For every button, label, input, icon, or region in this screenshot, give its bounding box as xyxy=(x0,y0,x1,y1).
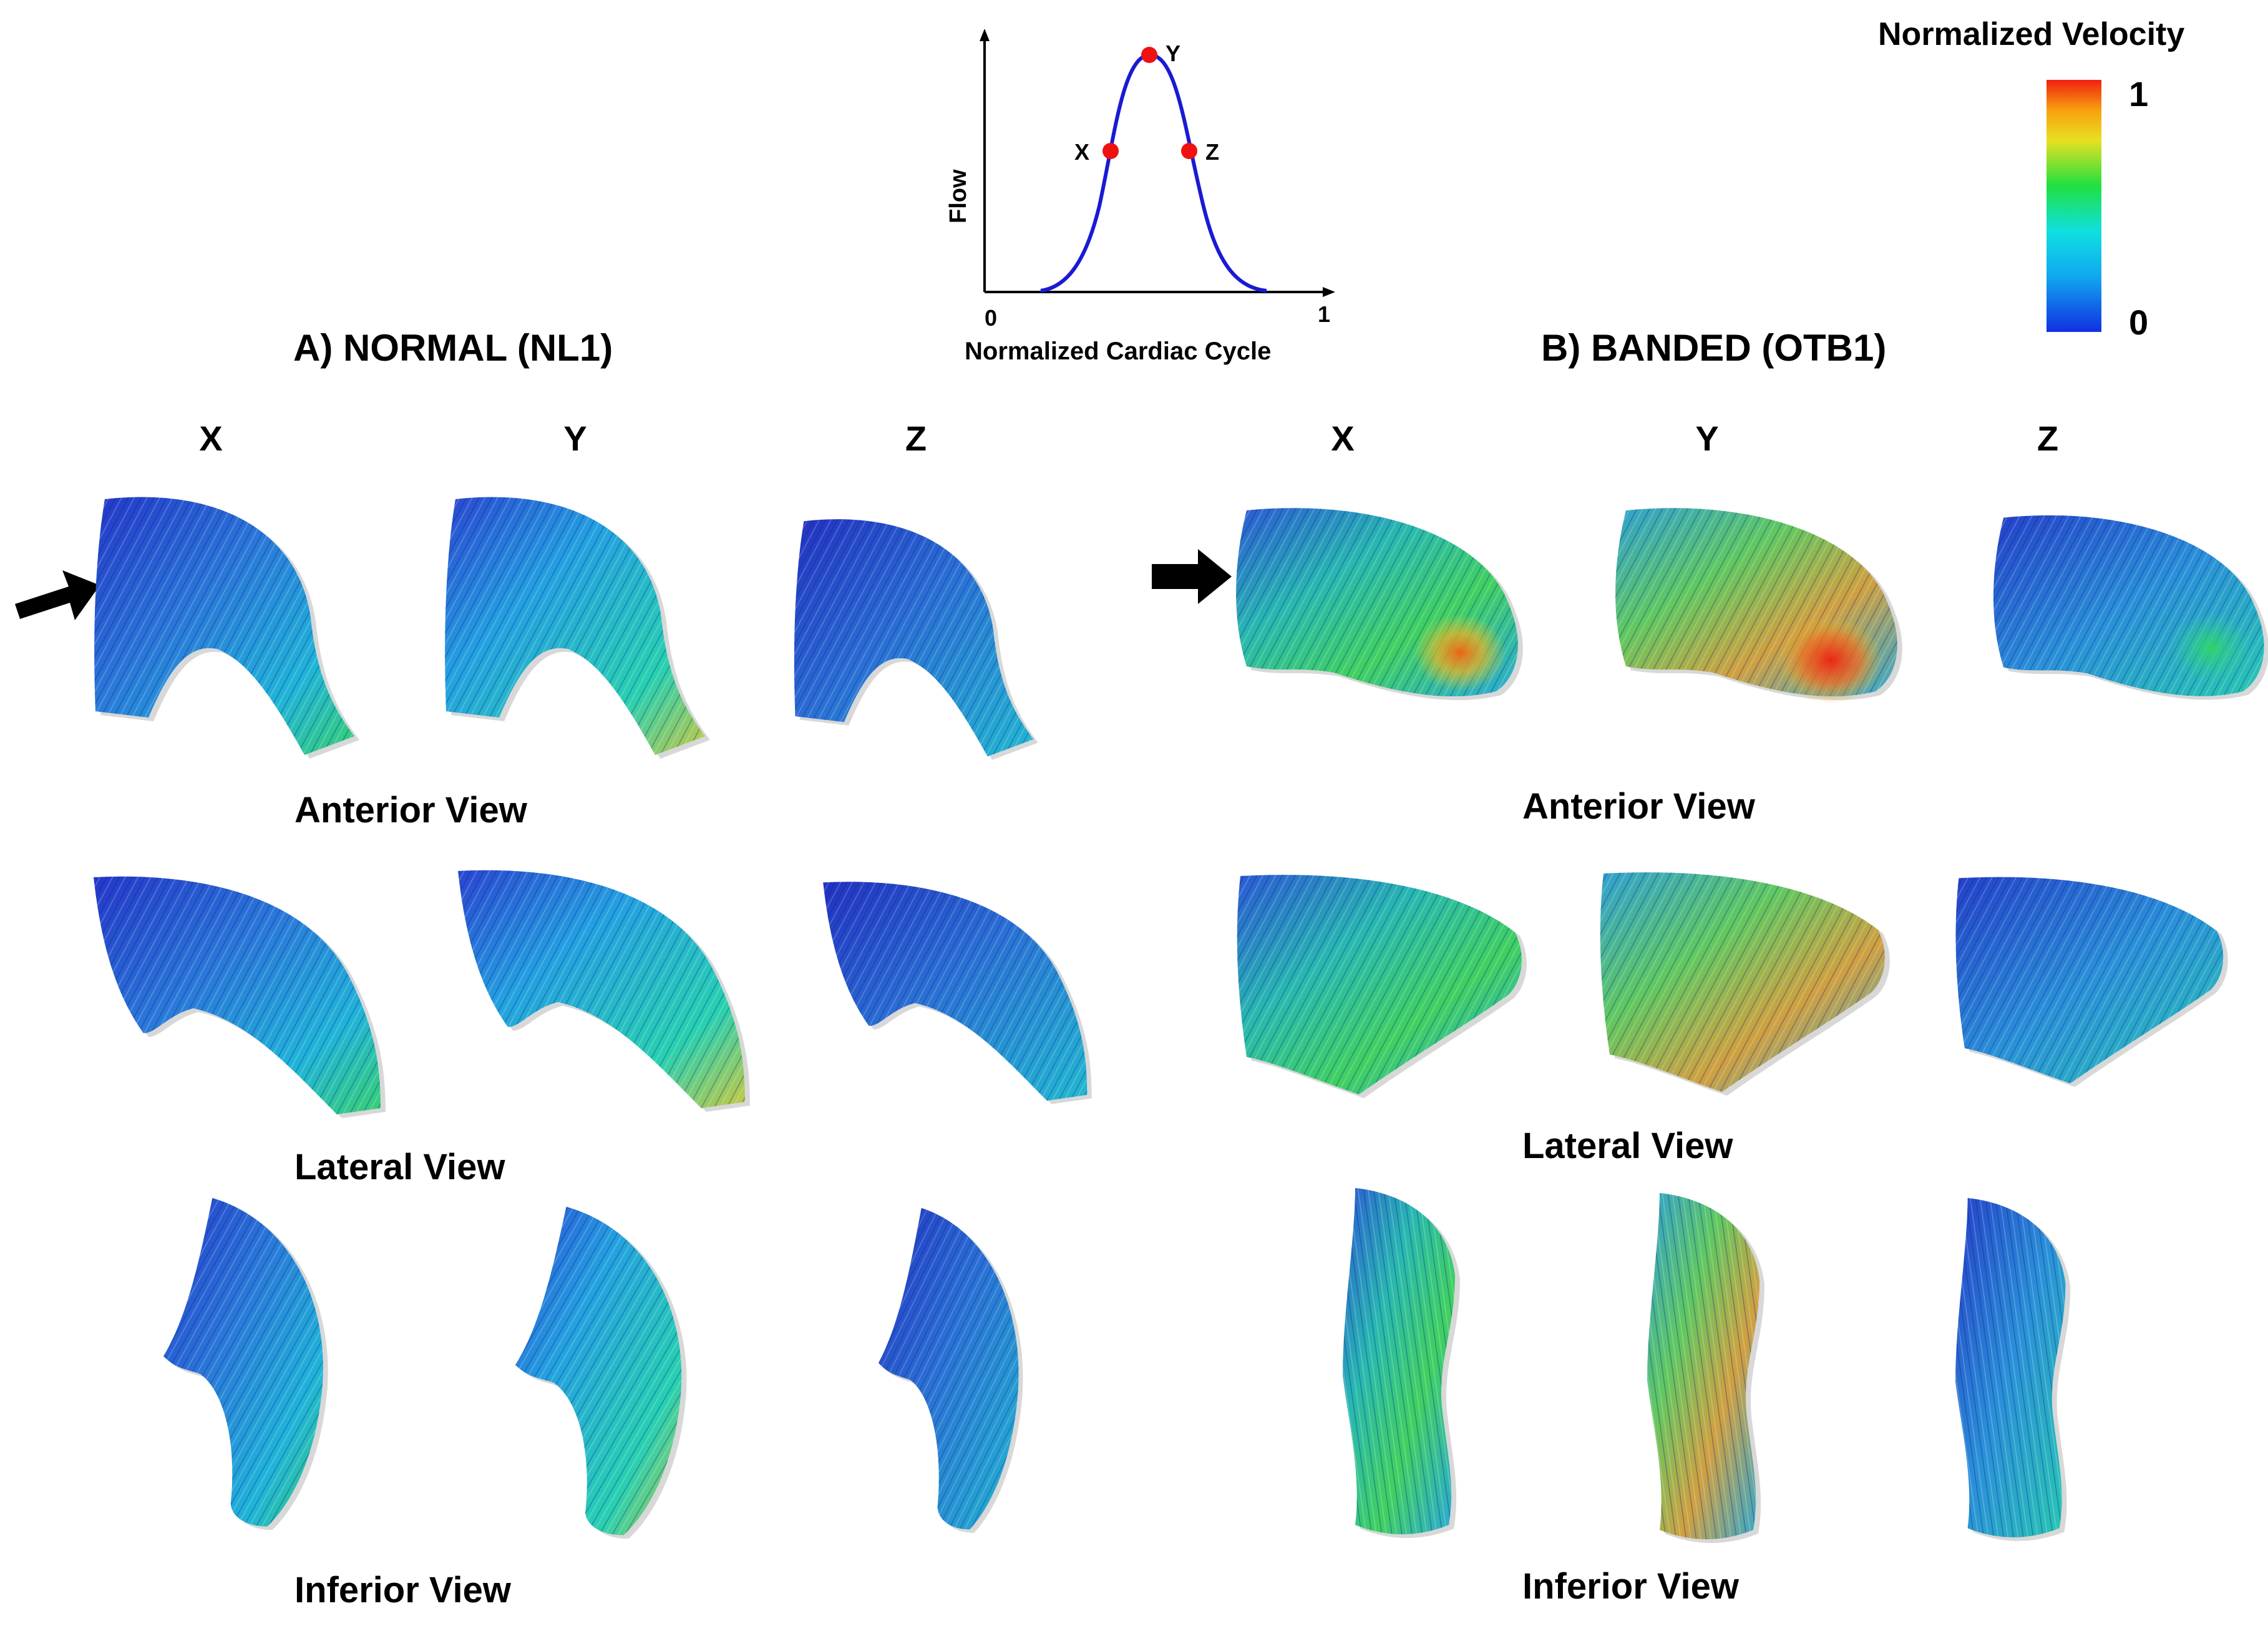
panel-b-col-z: Z xyxy=(2037,419,2058,458)
colorbar-title: Normalized Velocity xyxy=(1878,16,2184,52)
cardiac-cycle-inset: X Y Z Flow 0 1 Normalized Cardiac Cycle xyxy=(945,29,1335,365)
velocity-colorbar: Normalized Velocity 1 0 xyxy=(1878,16,2184,342)
colorbar-gradient xyxy=(2047,80,2101,332)
colorbar-min-label: 0 xyxy=(2129,303,2148,342)
normal-inferior-x-streamlines xyxy=(163,1198,328,1531)
normal-lateral-z-streamlines xyxy=(823,882,1092,1104)
panel-a-col-z: Z xyxy=(905,419,927,458)
inset-point-z-label: Z xyxy=(1205,139,1219,165)
banded-anterior-y-streamlines xyxy=(1615,508,1902,704)
banded-anterior-y-hotspot xyxy=(1778,616,1883,704)
normal-anterior-x-streamlines xyxy=(94,497,359,759)
inset-point-y xyxy=(1141,47,1157,63)
inset-flow-curve xyxy=(1040,52,1267,293)
panel-b-title: B) BANDED (OTB1) xyxy=(1541,327,1886,369)
inset-point-z xyxy=(1181,143,1197,159)
normal-inferior-y-streamlines xyxy=(515,1207,687,1539)
banded-inferior-z-streamlines xyxy=(1955,1198,2071,1541)
panel-b-view-lateral: Lateral View xyxy=(1522,1126,1733,1166)
panel-a-view-lateral: Lateral View xyxy=(294,1147,505,1187)
panel-b-col-y: Y xyxy=(1695,419,1718,458)
inset-point-x xyxy=(1102,143,1119,159)
normal-inferior-z-streamlines xyxy=(878,1208,1023,1533)
panel-a-view-inferior: Inferior View xyxy=(294,1570,512,1610)
banded-anterior-z-hotspot xyxy=(2169,612,2253,684)
inset-point-x-label: X xyxy=(1074,139,1089,165)
inset-x-tick-end: 1 xyxy=(1318,301,1330,327)
normal-lateral-x-streamlines xyxy=(94,876,386,1118)
banded-inferior-y-streamlines xyxy=(1647,1193,1764,1543)
panel-a-col-y: Y xyxy=(563,419,586,458)
inset-y-axis-arrow xyxy=(980,29,990,41)
panel-b-inlet-arrow xyxy=(1152,549,1232,604)
normal-lateral-y-streamlines xyxy=(458,870,750,1112)
panel-a-inlet-arrow xyxy=(15,570,100,620)
normal-anterior-y-streamlines xyxy=(445,497,710,759)
inset-point-y-label: Y xyxy=(1166,41,1180,66)
normal-anterior-z-streamlines xyxy=(794,519,1038,760)
panel-b-col-x: X xyxy=(1331,419,1354,458)
banded-lateral-y-streamlines xyxy=(1600,872,1890,1096)
inset-y-axis-label: Flow xyxy=(945,169,971,223)
panel-b-view-anterior: Anterior View xyxy=(1522,786,1756,827)
inset-x-axis-arrow xyxy=(1323,287,1335,297)
inset-x-axis-label: Normalized Cardiac Cycle xyxy=(965,338,1271,365)
panel-b-view-inferior: Inferior View xyxy=(1522,1566,1740,1607)
banded-lateral-z-streamlines xyxy=(1955,877,2228,1088)
panel-a-title: A) NORMAL (NL1) xyxy=(293,327,613,369)
banded-anterior-z-streamlines xyxy=(1993,515,2268,700)
inset-x-tick-start: 0 xyxy=(985,305,997,331)
panel-a-view-anterior: Anterior View xyxy=(294,790,528,830)
banded-anterior-x-streamlines xyxy=(1236,508,1523,701)
banded-anterior-x-hotspot xyxy=(1414,614,1506,691)
banded-inferior-x-streamlines xyxy=(1343,1188,1460,1538)
panel-a-col-x: X xyxy=(199,419,222,458)
banded-lateral-x-streamlines xyxy=(1237,875,1527,1098)
colorbar-max-label: 1 xyxy=(2129,74,2148,114)
